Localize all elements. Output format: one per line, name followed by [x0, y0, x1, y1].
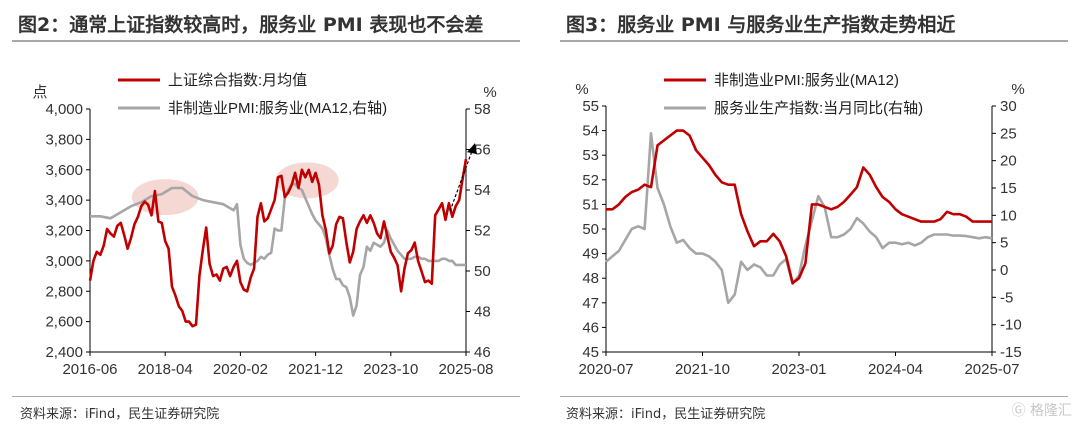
x-tick-label: 2020-02 [213, 361, 268, 378]
right-y-tick-label: -15 [1000, 344, 1022, 361]
left-y-tick-label: 2,600 [45, 314, 83, 331]
x-tick-label: 2025-07 [964, 361, 1019, 378]
left-y-tick-label: 49 [582, 246, 599, 263]
right-y-tick-label: 50 [474, 263, 491, 280]
x-tick-label: 2021-12 [288, 361, 343, 378]
right-y-tick-label: 15 [1000, 180, 1017, 197]
right-y-tick-label: 0 [1000, 262, 1008, 279]
left-y-tick-label: 48 [582, 270, 599, 287]
annotation-arrowhead [467, 143, 477, 155]
left-y-tick-label: 50 [582, 221, 599, 238]
legend-label: 上证综合指数:月均值 [168, 72, 307, 89]
right-y-tick-label: 30 [1000, 98, 1017, 115]
left-y-tick-label: 3,400 [45, 192, 83, 209]
right-source-note: 资料来源：iFind，民生证券研究院 [566, 407, 766, 422]
left-footer-rule [12, 396, 520, 397]
right-y-tick-label: 25 [1000, 125, 1017, 142]
right-y-tick-label: -5 [1000, 289, 1013, 306]
left-y-tick-label: 3,800 [45, 131, 83, 148]
left-chart-title: 图2：通常上证指数较高时，服务业 PMI 表现也不会差 [18, 14, 484, 36]
left-y-tick-label: 47 [582, 295, 599, 312]
left-y-tick-label: 2,800 [45, 283, 83, 300]
right-y-tick-label: 48 [474, 304, 491, 321]
x-tick-label: 2018-04 [138, 361, 193, 378]
right-y-tick-label: 20 [1000, 153, 1017, 170]
right-y-tick-label: 5 [1000, 235, 1008, 252]
legend-label: 非制造业PMI:服务业(MA12,右轴) [168, 100, 387, 117]
right-y-tick-label: 54 [474, 182, 491, 199]
annotation-arrow-line [449, 150, 473, 212]
left-y-tick-label: 51 [582, 196, 599, 213]
x-tick-label: 2021-10 [675, 361, 730, 378]
highlight-ellipse [131, 179, 199, 216]
x-tick-label: 2023-01 [771, 361, 826, 378]
right-y-tick-label: 58 [474, 101, 491, 118]
left-chart: 2,400 2,600 2,800 3,000 3,200 3,400 3,600 3,800… [32, 72, 496, 378]
left-y-tick-label: 46 [582, 319, 599, 336]
left-y-tick-label: 2,400 [45, 344, 83, 361]
left-y-tick-label: 3,000 [45, 253, 83, 270]
watermark-logo: Ⓖ 格隆汇 [1012, 400, 1072, 420]
left-y-tick-label: 53 [582, 147, 599, 164]
left-y-tick-label: 3,200 [45, 223, 83, 240]
right-footer-rule [560, 396, 1068, 397]
x-tick-label: 2023-10 [363, 361, 418, 378]
right-y-tick-label: 10 [1000, 207, 1017, 224]
x-tick-label: 2025-08 [438, 361, 493, 378]
right-axis-unit: % [483, 84, 496, 101]
left-y-tick-label: 54 [582, 123, 599, 140]
right-chart: 4546474849505152535455-15-10-50510152025… [575, 72, 1024, 378]
legend-label: 非制造业PMI:服务业(MA12) [714, 72, 899, 89]
left-y-tick-label: 3,600 [45, 162, 83, 179]
series-line-1 [88, 158, 468, 328]
left-source-note: 资料来源：iFind，民生证券研究院 [20, 407, 220, 422]
highlight-ellipse [275, 162, 339, 199]
right-axis-unit: % [1011, 81, 1024, 98]
right-y-tick-label: 46 [474, 344, 491, 361]
right-y-tick-label: -10 [1000, 317, 1022, 334]
right-title-rule [560, 40, 1068, 42]
left-y-tick-label: 45 [582, 344, 599, 361]
left-title-rule [12, 40, 520, 42]
left-y-tick-label: 55 [582, 98, 599, 115]
watermark-icon: Ⓖ [1011, 403, 1026, 419]
x-tick-label: 2016-06 [62, 361, 117, 378]
watermark-text: 格隆汇 [1030, 403, 1072, 419]
left-y-tick-label: 4,000 [45, 101, 83, 118]
left-axis-unit: % [575, 81, 588, 98]
left-y-tick-label: 52 [582, 172, 599, 189]
right-chart-title: 图3：服务业 PMI 与服务业生产指数走势相近 [566, 14, 956, 36]
left-axis-unit: 点 [32, 84, 47, 101]
series-line-1 [606, 129, 992, 285]
right-y-tick-label: 56 [474, 142, 491, 159]
x-tick-label: 2024-04 [868, 361, 923, 378]
right-y-tick-label: 52 [474, 223, 491, 240]
x-tick-label: 2020-07 [578, 361, 633, 378]
legend-label: 服务业生产指数:当月同比(右轴) [714, 100, 923, 117]
